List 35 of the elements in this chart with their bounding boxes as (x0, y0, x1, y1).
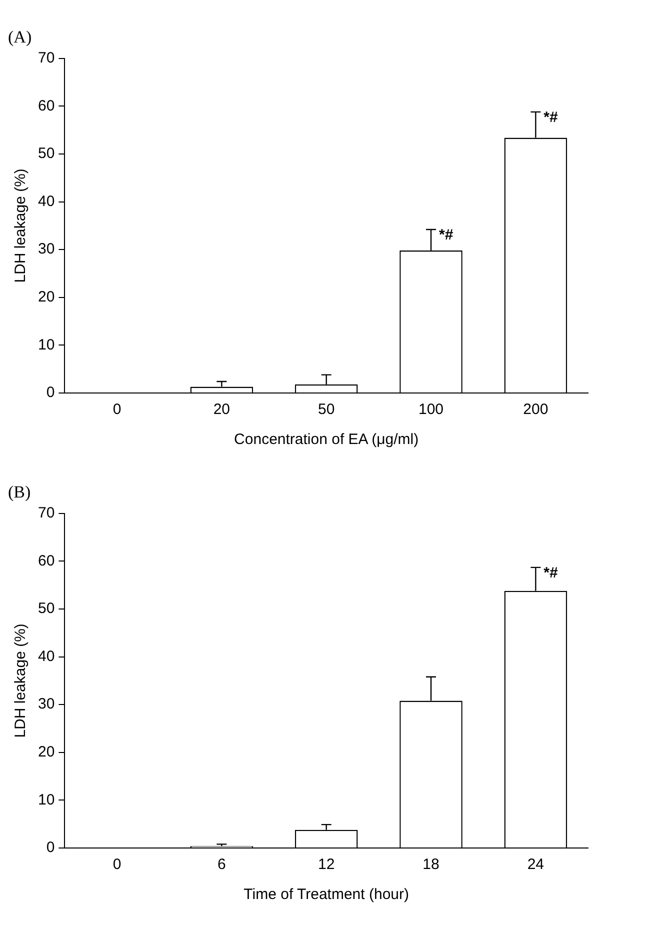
x-tick-label: 200 (523, 401, 548, 418)
x-tick-label: 6 (218, 856, 226, 874)
y-axis-title: LDH leakage (%) (12, 168, 30, 283)
x-tick-label: 0 (112, 401, 122, 418)
y-tick-label: 0 (46, 839, 55, 856)
y-tick-label: 30 (38, 240, 55, 258)
x-tick-label: 0 (112, 856, 122, 874)
y-tick-label: 40 (38, 648, 55, 665)
x-tick-label: 50 (318, 401, 335, 418)
x-tick-label: 100 (418, 401, 444, 418)
y-tick-label: 20 (38, 744, 55, 761)
x-tick-label: 18 (422, 856, 440, 874)
y-tick-label: 70 (38, 50, 55, 67)
annotation: *# (439, 226, 454, 244)
x-axis-title: Concentration of EA (μg/ml) (234, 431, 419, 448)
x-axis-title: Time of Treatment (hour) (244, 886, 410, 904)
y-tick-label: 10 (38, 791, 55, 808)
y-tick-label: 30 (38, 696, 55, 713)
chart-title: (B) (8, 482, 31, 502)
y-tick-label: 0 (46, 384, 55, 402)
y-tick-label: 10 (38, 336, 55, 354)
y-tick-label: 50 (38, 600, 55, 618)
x-tick-label: 12 (318, 856, 335, 874)
y-tick-label: 50 (38, 145, 55, 162)
chart-title: (A) (8, 28, 32, 47)
y-axis-title: LDH leakage (%) (12, 624, 30, 738)
y-tick-label: 40 (38, 192, 55, 210)
y-tick-label: 20 (38, 288, 55, 306)
annotation: *# (544, 109, 559, 126)
y-tick-label: 60 (38, 552, 55, 570)
y-tick-label: 70 (38, 504, 55, 522)
x-tick-label: 24 (527, 856, 544, 874)
x-tick-label: 20 (213, 401, 230, 418)
y-tick-label: 60 (38, 97, 55, 114)
annotation: *# (544, 564, 559, 582)
